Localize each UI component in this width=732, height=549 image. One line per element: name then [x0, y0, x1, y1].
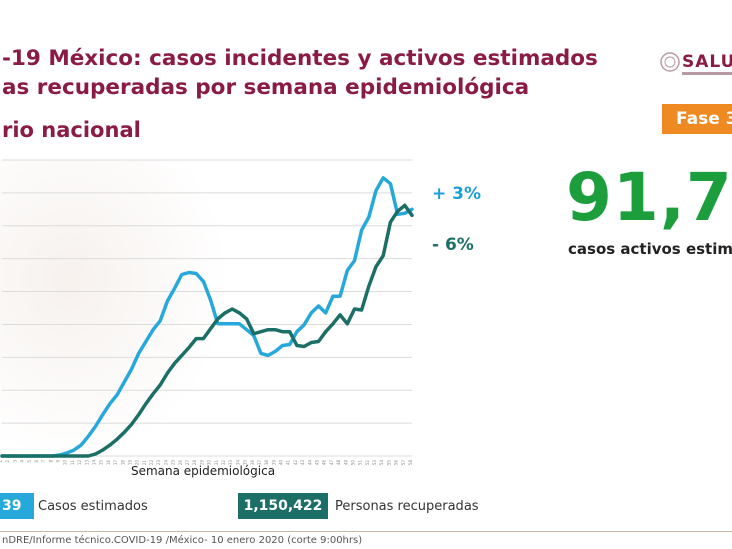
x-tick-label: 5: [27, 460, 32, 463]
phase-badge: Fase 3: [662, 104, 732, 134]
x-tick-label: 22: [149, 460, 154, 466]
x-tick-label: 12: [77, 460, 82, 466]
x-tick-label: 23: [156, 460, 161, 466]
logo-text: SALU: [682, 52, 732, 72]
x-tick-label: 34: [235, 460, 240, 466]
x-tick-label: 40: [279, 460, 284, 466]
x-tick-label: 57: [401, 460, 406, 466]
x-tick-label: 8: [48, 460, 53, 463]
x-tick-label: 19: [127, 460, 132, 466]
line-chart: 1234567891011121314151617181920212223242…: [0, 159, 414, 478]
x-tick-label: 24: [163, 460, 168, 466]
active-cases-number: 91,77: [566, 159, 732, 236]
x-tick-label: 3: [12, 460, 17, 463]
x-tick-label: 2: [5, 460, 10, 463]
x-tick-label: 53: [372, 460, 377, 466]
x-tick-label: 4: [20, 460, 25, 463]
x-tick-label: 50: [350, 460, 355, 466]
x-tick-label: 41: [286, 460, 291, 466]
title-line-1: -19 México: casos incidentes y activos e…: [2, 46, 602, 71]
x-tick-label: 25: [171, 460, 176, 466]
x-tick-label: 1: [0, 460, 3, 463]
x-tick-label: 13: [84, 460, 89, 466]
legend-estimated-label: Casos estimados: [38, 499, 148, 514]
chart-series: [0, 176, 414, 458]
eagle-seal-icon: [660, 52, 680, 72]
chart-grid: [2, 159, 412, 457]
footer-source: nDRE/Informe técnico.COVID-19 /México- 1…: [2, 535, 363, 546]
x-axis-ticks: 1234567891011121314151617181920212223242…: [0, 460, 413, 466]
salud-logo: SALU: [660, 50, 732, 84]
x-tick-label: 11: [70, 460, 75, 466]
x-tick-label: 39: [271, 460, 276, 466]
x-tick-label: 26: [178, 460, 183, 466]
x-tick-label: 31: [214, 460, 219, 466]
chart-subtitle: rio nacional: [2, 118, 141, 142]
x-tick-label: 58: [408, 460, 413, 466]
x-tick-label: 10: [63, 460, 68, 466]
x-tick-label: 45: [314, 460, 319, 466]
x-tick-label: 32: [221, 460, 226, 466]
series-line-casos-estimados: [0, 176, 414, 458]
active-cases-caption: casos activos estima: [568, 240, 732, 258]
x-tick-label: 42: [293, 460, 298, 466]
x-axis-label: Semana epidemiológica: [131, 464, 275, 478]
x-tick-label: 49: [343, 460, 348, 466]
estimated-change-label: + 3%: [432, 184, 482, 204]
x-tick-label: 55: [386, 460, 391, 466]
x-tick-label: 27: [185, 460, 190, 466]
x-tick-label: 7: [41, 460, 46, 463]
x-tick-label: 51: [358, 460, 363, 466]
x-tick-label: 28: [192, 460, 197, 466]
x-tick-label: 56: [394, 460, 399, 466]
x-tick-label: 47: [329, 460, 334, 466]
legend-recovered-label: Personas recuperadas: [335, 499, 479, 514]
legend-estimated-value: 39: [0, 493, 34, 519]
x-tick-label: 48: [336, 460, 341, 466]
x-tick-label: 17: [113, 460, 118, 466]
x-tick-label: 33: [228, 460, 233, 466]
recovered-change-label: - 6%: [432, 235, 474, 255]
x-tick-label: 43: [300, 460, 305, 466]
x-tick-label: 35: [243, 460, 248, 466]
x-tick-label: 36: [250, 460, 255, 466]
x-tick-label: 9: [56, 460, 61, 463]
x-tick-label: 21: [142, 460, 147, 466]
x-tick-label: 46: [322, 460, 327, 466]
x-tick-label: 18: [120, 460, 125, 466]
x-tick-label: 30: [207, 460, 212, 466]
background-watermark: [0, 160, 230, 460]
series-line-personas-recuperadas: [0, 203, 414, 458]
x-tick-label: 44: [307, 460, 312, 466]
x-tick-label: 14: [92, 460, 97, 466]
x-tick-label: 38: [264, 460, 269, 466]
chart-title: -19 México: casos incidentes y activos e…: [2, 44, 602, 102]
x-tick-label: 52: [365, 460, 370, 466]
x-tick-label: 37: [257, 460, 262, 466]
x-tick-label: 6: [34, 460, 39, 463]
x-tick-label: 29: [199, 460, 204, 466]
x-tick-label: 54: [379, 460, 384, 466]
x-tick-label: 15: [99, 460, 104, 466]
x-tick-label: 20: [135, 460, 140, 466]
logo-subline: [682, 72, 732, 75]
x-tick-label: 16: [106, 460, 111, 466]
footer-divider: [0, 531, 732, 532]
title-line-2: as recuperadas por semana epidemiológica: [2, 75, 530, 100]
legend-recovered-value: 1,150,422: [238, 493, 328, 519]
